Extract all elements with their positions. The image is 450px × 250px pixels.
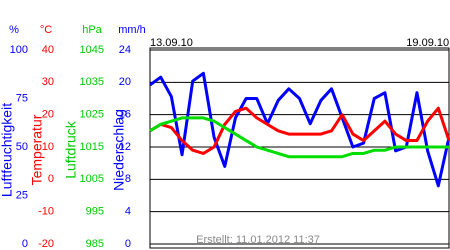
y-tick-label: 10 bbox=[42, 141, 54, 153]
y-tick-label: 985 bbox=[86, 238, 104, 250]
y-tick-label: 1005 bbox=[80, 173, 104, 185]
y-tick-label: 1045 bbox=[80, 44, 104, 56]
series-line bbox=[149, 71, 450, 188]
y-tick-label: 25 bbox=[16, 189, 28, 201]
y-tick-label: 1025 bbox=[80, 109, 104, 121]
y-tick-label: 995 bbox=[86, 206, 104, 218]
y-tick-label: 50 bbox=[16, 141, 28, 153]
y-tick-label: 1015 bbox=[80, 141, 104, 153]
axis-unit: hPa bbox=[82, 24, 102, 36]
y-tick-label: 20 bbox=[119, 76, 131, 88]
y-tick-label: 16 bbox=[119, 109, 131, 121]
y-tick-label: 0 bbox=[125, 238, 131, 250]
axis-title: Luftfeuchtigkeit bbox=[0, 103, 15, 197]
axis-unit: % bbox=[9, 24, 19, 36]
y-tick-label: 1035 bbox=[80, 76, 104, 88]
y-tick-label: -10 bbox=[38, 206, 54, 218]
y-tick-label: 30 bbox=[42, 76, 54, 88]
axis-title: Niederschlag bbox=[111, 109, 127, 191]
series-line bbox=[149, 116, 449, 159]
footer: Erstellt: 11.01.2012 11:37 bbox=[196, 234, 320, 246]
series-line bbox=[149, 106, 450, 155]
y-tick-label: 8 bbox=[125, 173, 131, 185]
y-tick-label: 20 bbox=[42, 109, 54, 121]
y-tick-label: 4 bbox=[125, 206, 131, 218]
x-tick-label: 13.09.10 bbox=[150, 37, 193, 49]
y-tick-label: 100 bbox=[10, 44, 28, 56]
axis-title: Temperatur bbox=[29, 114, 45, 185]
y-tick-label: 24 bbox=[119, 44, 131, 56]
x-tick-label: 19.09.10 bbox=[406, 37, 449, 49]
axis-title: Luftdruck bbox=[63, 120, 79, 179]
y-tick-label: 12 bbox=[119, 141, 131, 153]
y-tick-label: 0 bbox=[22, 238, 28, 250]
y-tick-label: 40 bbox=[42, 44, 54, 56]
y-tick-label: -20 bbox=[38, 238, 54, 250]
axis-unit: °C bbox=[40, 24, 52, 36]
axis-unit: mm/h bbox=[118, 24, 146, 36]
y-tick-label: 75 bbox=[16, 92, 28, 104]
y-tick-label: 0 bbox=[48, 173, 54, 185]
